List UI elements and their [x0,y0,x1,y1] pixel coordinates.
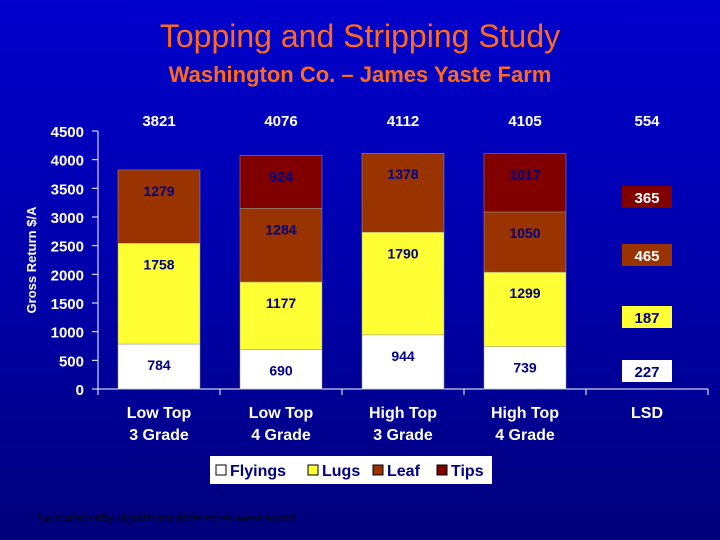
bar-segment-leaf [483,211,567,273]
x-tick-label: 3 Grade [373,427,433,444]
bar-segment-flyings [117,343,201,390]
y-axis-title: Gross Return $/A [24,206,39,314]
data-label-lugs: 1790 [387,245,418,261]
x-tick-label: 4 Grade [495,427,555,444]
total-label: 4076 [264,113,297,130]
y-tick-label: 4000 [51,153,84,170]
data-label-leaf: 1279 [143,183,174,199]
x-tick-label: Low Top [249,405,314,422]
y-tick-label: 2000 [51,267,84,284]
chart-title: Topping and Stripping Study [159,18,561,54]
data-label-flyings: 944 [391,348,415,364]
legend-swatch-flyings [215,464,227,476]
lsd-box-lugs [622,306,672,328]
lsd-box-leaf [622,244,672,266]
bar-segment-lugs [483,271,567,347]
bar-segment-lugs [361,232,445,336]
data-label-leaf: 1284 [265,221,296,237]
data-label-lugs: 1758 [143,256,174,272]
total-label: 3821 [142,113,175,130]
y-tick-label: 500 [59,353,84,370]
x-tick-label: 4 Grade [251,427,311,444]
total-label: 4105 [508,113,541,130]
lsd-total-label: 554 [634,113,660,130]
y-tick-label: 2500 [51,239,84,256]
lsd-value-leaf: 465 [634,248,659,265]
lsd-category-label: LSD [631,405,663,422]
legend-swatch-tips [436,464,448,476]
lsd-value-flyings: 227 [634,364,659,381]
bar-segment-leaf [361,152,445,233]
legend-swatch-lugs [307,464,319,476]
x-tick-label: High Top [491,405,559,422]
data-label-flyings: 784 [147,357,171,373]
bar-segment-tips [239,155,323,209]
y-tick-label: 3000 [51,210,84,227]
data-label-flyings: 739 [513,360,537,376]
lsd-box-flyings [622,360,672,382]
lsd-value-lugs: 187 [634,310,659,327]
data-label-tips: 1017 [509,167,540,183]
legend-label-flyings: Flyings [230,463,286,480]
bar-segment-tips [483,153,567,213]
y-tick-label: 4500 [51,124,84,141]
data-label-lugs: 1177 [266,295,297,311]
bar-segment-lugs [117,243,201,345]
bar-segment-leaf [239,208,323,283]
bar-segment-lugs [239,281,323,350]
y-tick-label: 0 [76,382,84,399]
x-tick-label: Low Top [127,405,192,422]
lsd-value-tips: 365 [634,190,659,207]
legend-label-lugs: Lugs [322,463,360,480]
bar-segment-flyings [483,346,567,390]
bar-segment-flyings [361,334,445,390]
legend-swatch-leaf [372,464,384,476]
data-label-leaf: 1378 [387,166,418,182]
legend-label-leaf: Leaf [387,463,421,480]
total-label: 4112 [387,113,420,130]
y-tick-label: 1000 [51,325,84,342]
y-tick-label: 1500 [51,296,84,313]
x-tick-label: High Top [369,405,437,422]
x-tick-label: 3 Grade [129,427,189,444]
data-label-tips: 924 [269,168,293,184]
y-tick-label: 3500 [51,181,84,198]
chart-subtitle: Washington Co. – James Yaste Farm [168,62,552,87]
legend-label-tips: Tips [451,463,484,480]
footnote: No statistically significant differences… [36,510,296,525]
lsd-box-tips [622,186,672,208]
data-label-lugs: 1299 [509,285,540,301]
data-label-leaf: 1050 [509,225,540,241]
data-label-flyings: 690 [269,362,293,378]
bar-segment-leaf [117,169,201,244]
